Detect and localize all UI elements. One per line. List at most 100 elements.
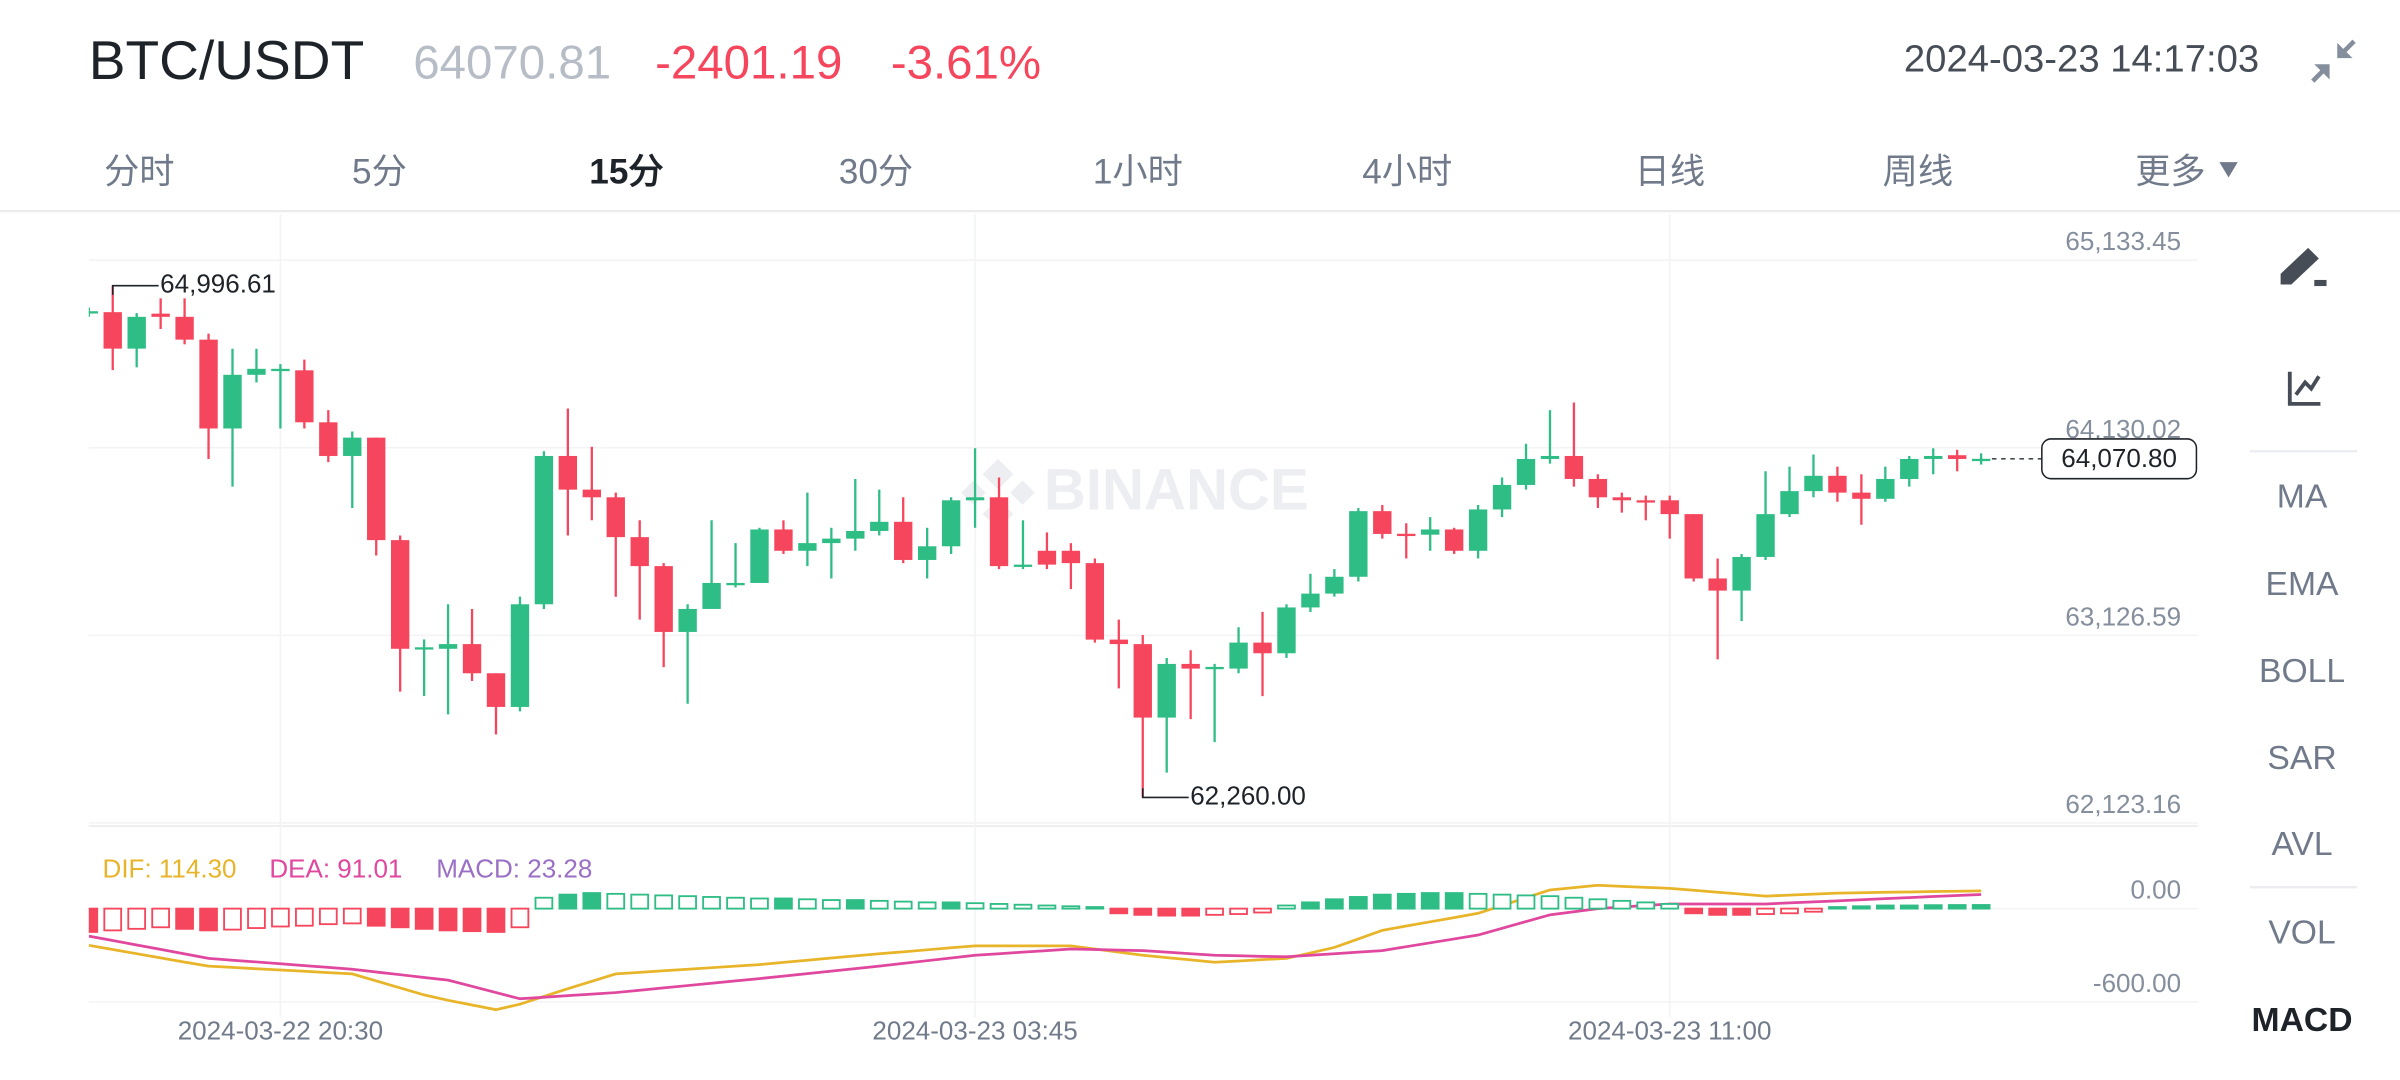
macd-histogram-bar — [1205, 907, 1224, 916]
timeframe-tab[interactable]: 周线 — [1883, 153, 1953, 192]
indicator-button[interactable]: MACD — [2252, 1002, 2353, 1039]
macd-histogram-bar — [1828, 906, 1847, 910]
percent-change: -3.61% — [891, 36, 1041, 89]
macd-histogram-bar — [271, 907, 290, 928]
macd-histogram-bar — [1229, 907, 1248, 915]
candle-body — [1397, 533, 1416, 537]
candle-body — [917, 546, 937, 560]
timeframe-tab[interactable]: 日线 — [1635, 153, 1705, 192]
timeframe-tab[interactable]: 15分 — [589, 153, 663, 192]
indicator-button[interactable]: AVL — [2271, 826, 2332, 863]
candle-body — [1852, 492, 1871, 499]
indicator-button[interactable]: SAR — [2267, 740, 2336, 777]
last-price-label: 64,070.80 — [2061, 443, 2177, 473]
macd-histogram-bar — [1133, 907, 1153, 916]
candle-body — [367, 437, 386, 541]
macd-histogram-bar — [678, 895, 697, 910]
candle-body — [1373, 511, 1392, 534]
candle-body — [1277, 607, 1296, 654]
macd-histogram-bar — [1660, 903, 1680, 910]
macd-histogram-bar — [127, 907, 147, 930]
candle-body — [1133, 644, 1152, 718]
macd-histogram-bar — [606, 892, 626, 910]
macd-histogram-bar — [1947, 904, 1967, 910]
macd-histogram-bar — [822, 899, 841, 910]
macd-histogram-bar — [582, 892, 602, 910]
candle-body — [726, 582, 745, 586]
candle-body — [295, 370, 314, 423]
macd-histogram-bar — [223, 907, 242, 931]
candle-body — [1229, 642, 1248, 669]
candle-body — [486, 673, 506, 707]
macd-histogram-bar — [1157, 907, 1177, 917]
candle-body — [247, 368, 266, 375]
candle-body — [223, 374, 242, 429]
dropdown-arrow — [2219, 162, 2238, 178]
candle-body — [1037, 550, 1057, 565]
candle-body — [989, 497, 1009, 567]
candle-body — [965, 497, 985, 501]
candle-body — [1948, 455, 1967, 459]
indicator-button[interactable]: MA — [2277, 479, 2328, 516]
timeframe-tab[interactable]: 更多 — [2135, 153, 2205, 192]
candle-body — [1756, 514, 1775, 557]
timeframe-tab[interactable]: 分时 — [104, 153, 174, 192]
candle-body — [1588, 478, 1608, 498]
candle-body — [1516, 458, 1536, 485]
macd-histogram-bar — [1085, 906, 1105, 910]
macd-histogram-bar — [390, 907, 410, 929]
candle-body — [1708, 578, 1727, 591]
macd-histogram-bar — [175, 907, 194, 930]
candle-body — [175, 316, 194, 340]
indicator-button[interactable]: EMA — [2266, 566, 2340, 603]
timeframe-tab[interactable]: 5分 — [352, 153, 407, 192]
draw-tool-icon[interactable] — [2280, 247, 2327, 287]
macd-histogram-bar — [845, 899, 865, 910]
macd-histogram-bar — [558, 893, 578, 910]
indicator-button[interactable]: VOL — [2268, 915, 2335, 952]
candle-body — [1444, 529, 1464, 551]
macd-histogram-bar — [630, 893, 650, 910]
macd-histogram-bar — [1684, 907, 1704, 915]
watermark-text: BINANCE — [1044, 457, 1309, 522]
macd-line — [88, 883, 1982, 1012]
macd-histogram-bar — [1181, 907, 1201, 917]
timeframe-tab[interactable]: 1小时 — [1093, 153, 1183, 192]
macd-histogram-bar — [534, 896, 554, 910]
candle-body — [1301, 593, 1320, 608]
y-tick-label: 0.00 — [2130, 875, 2181, 905]
macd-histogram-bar — [510, 907, 530, 929]
candle-body — [1085, 563, 1105, 640]
timeframe-tab[interactable]: 4小时 — [1362, 153, 1452, 192]
indicator-icon[interactable] — [2287, 371, 2321, 406]
macd-histogram-bar — [1372, 893, 1392, 910]
macd-histogram-bar — [486, 907, 506, 933]
candle-body — [1828, 475, 1847, 493]
macd-marks — [88, 883, 1991, 1012]
candle-body — [390, 540, 410, 649]
candle-body — [1971, 458, 1991, 462]
candle-body — [1013, 564, 1033, 567]
candle-body — [1061, 550, 1081, 564]
candle-body — [1684, 514, 1703, 579]
x-tick-label: 2024-03-22 20:30 — [178, 1015, 383, 1045]
indicator-button[interactable]: BOLL — [2259, 653, 2345, 690]
macd-histogram-bar — [103, 907, 123, 932]
candle-body — [1109, 639, 1128, 645]
candle-body — [88, 311, 98, 314]
y-tick-label: -600.00 — [2093, 968, 2181, 998]
macd-histogram-bar — [1732, 907, 1751, 916]
macd-histogram-bar — [1923, 904, 1943, 910]
macd-histogram-bar — [1564, 896, 1584, 910]
candle-body — [1660, 500, 1679, 515]
collapse-icon[interactable] — [2311, 39, 2356, 83]
timeframe-tab[interactable]: 30分 — [839, 153, 913, 192]
macd-histogram-bar — [199, 907, 218, 932]
macd-histogram-bar — [414, 907, 434, 930]
candle-body — [1421, 529, 1440, 535]
macd-histogram-bar — [1588, 898, 1608, 910]
macd-histogram-bar — [1253, 907, 1272, 914]
macd-histogram-bar — [438, 907, 458, 932]
